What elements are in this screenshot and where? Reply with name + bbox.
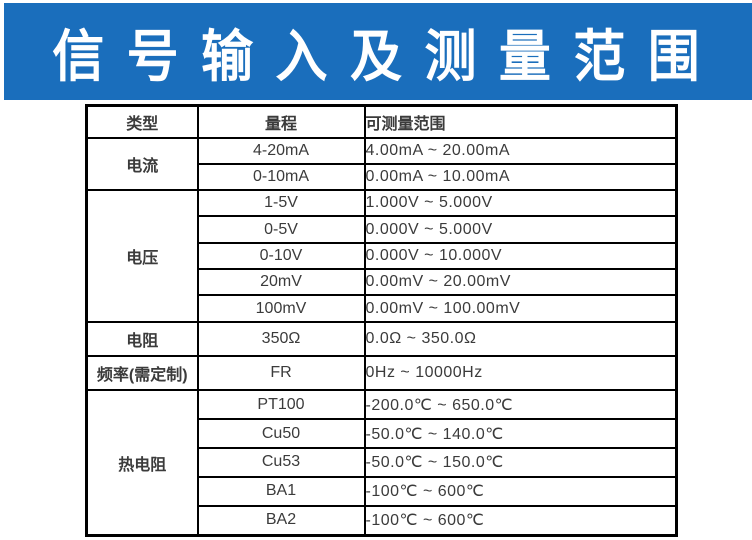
table-row: 电流 4-20mA 4.00mA ~ 20.00mA xyxy=(85,136,678,192)
cell-range: PT100 xyxy=(196,389,366,421)
cell-range: 0-10mA xyxy=(196,162,366,192)
cell-measure: -100℃ ~ 600℃ xyxy=(363,504,678,537)
cell-measure: 0Hz ~ 10000Hz xyxy=(363,354,678,392)
table-row: 0-10mA 0.00mA ~ 10.00mA xyxy=(87,162,678,192)
table-row: 电压 1-5V 1.000V ~ 5.000V xyxy=(85,189,678,323)
table-row: 20mV 0.00mV ~ 20.00mV xyxy=(87,268,678,297)
cell-measure: 0.0Ω ~ 350.0Ω xyxy=(363,320,678,357)
title-banner: 信 号 输 入 及 测 量 范 围 xyxy=(4,3,752,100)
cell-range: 4-20mA xyxy=(196,136,366,165)
table-row: 0-5V 0.000V ~ 5.000V xyxy=(87,215,678,244)
header-measure: 可测量范围 xyxy=(363,104,678,139)
cell-measure: 0.00mV ~ 100.00mV xyxy=(363,294,678,323)
table-row: 电阻 350Ω 0.0Ω ~ 350.0Ω xyxy=(85,320,678,357)
cell-range: FR xyxy=(196,354,366,392)
header-type: 类型 xyxy=(85,104,199,139)
cell-range: BA1 xyxy=(196,475,366,507)
cell-measure: 1.000V ~ 5.000V xyxy=(363,189,678,218)
cell-measure: 0.000V ~ 10.000V xyxy=(363,241,678,271)
page-title: 信 号 输 入 及 测 量 范 围 xyxy=(52,26,704,89)
cell-measure: -50.0℃ ~ 150.0℃ xyxy=(363,446,678,478)
cell-range: 1-5V xyxy=(196,189,366,218)
cell-type-rtd: 热电阻 xyxy=(85,389,199,537)
cell-measure: 0.00mV ~ 20.00mV xyxy=(363,268,678,297)
cell-range: 0-5V xyxy=(196,215,366,244)
table-row: 0-10V 0.000V ~ 10.000V xyxy=(87,241,678,271)
cell-range: 350Ω xyxy=(196,320,366,357)
table-row: 频率(需定制) FR 0Hz ~ 10000Hz xyxy=(85,354,678,392)
header-range: 量程 xyxy=(196,104,366,139)
cell-measure: -50.0℃ ~ 140.0℃ xyxy=(363,418,678,449)
cell-range: 100mV xyxy=(196,294,366,323)
cell-range: BA2 xyxy=(196,504,366,537)
cell-type-frequency: 频率(需定制) xyxy=(85,354,199,392)
table-row: 热电阻 PT100 -200.0℃ ~ 650.0℃ xyxy=(85,389,678,537)
table-row: Cu53 -50.0℃ ~ 150.0℃ xyxy=(87,446,678,478)
cell-measure: -100℃ ~ 600℃ xyxy=(363,475,678,507)
cell-range: Cu50 xyxy=(196,418,366,449)
cell-range: 20mV xyxy=(196,268,366,297)
signal-range-table: 类型 量程 可测量范围 电流 4-20mA 4.00mA ~ 20.00mA 0… xyxy=(85,104,678,537)
cell-measure: 0.000V ~ 5.000V xyxy=(363,215,678,244)
table-header-row: 类型 量程 可测量范围 xyxy=(85,104,678,139)
cell-range: Cu53 xyxy=(196,446,366,478)
cell-measure: -200.0℃ ~ 650.0℃ xyxy=(363,389,678,421)
table-row: 100mV 0.00mV ~ 100.00mV xyxy=(87,294,678,323)
table-row: Cu50 -50.0℃ ~ 140.0℃ xyxy=(87,418,678,449)
cell-measure: 0.00mA ~ 10.00mA xyxy=(363,162,678,192)
table-row: BA1 -100℃ ~ 600℃ xyxy=(87,475,678,507)
cell-type-resistance: 电阻 xyxy=(85,320,199,357)
cell-range: 0-10V xyxy=(196,241,366,271)
cell-type-voltage: 电压 xyxy=(85,189,199,323)
table-row: BA2 -100℃ ~ 600℃ xyxy=(87,504,678,537)
cell-measure: 4.00mA ~ 20.00mA xyxy=(363,136,678,165)
cell-type-current: 电流 xyxy=(85,136,199,192)
